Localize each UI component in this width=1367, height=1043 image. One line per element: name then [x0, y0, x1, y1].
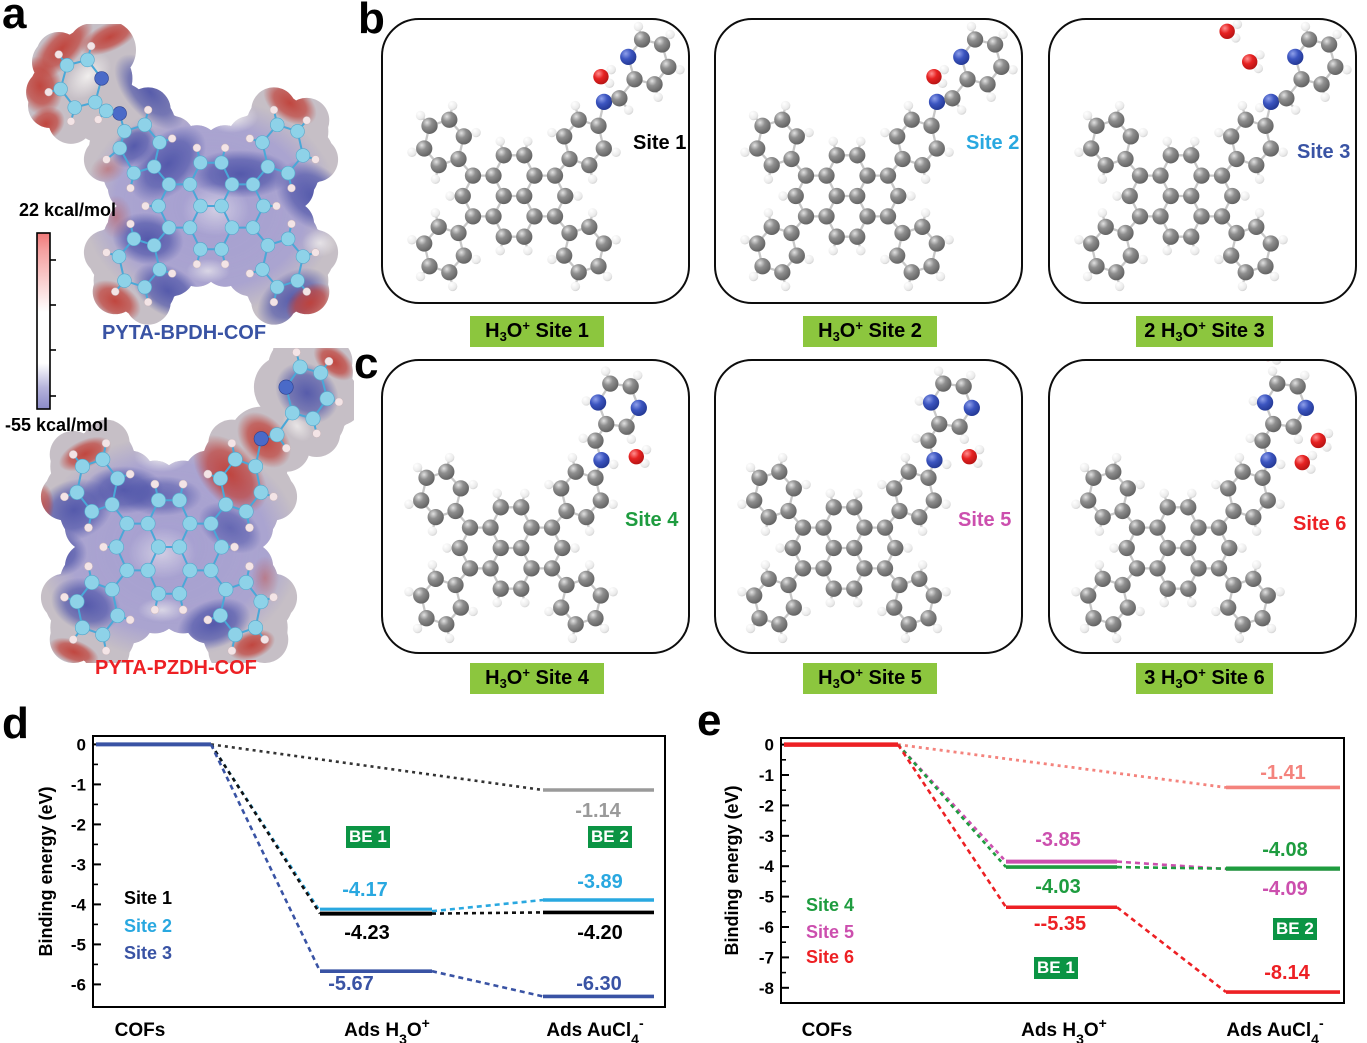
- svg-text:-6.30: -6.30: [576, 973, 622, 995]
- svg-text:-1: -1: [759, 766, 774, 785]
- svg-text:Site 6: Site 6: [806, 947, 854, 967]
- svg-text:Ads H3O+: Ads H3O+: [1021, 1015, 1107, 1043]
- svg-text:-8.14: -8.14: [1264, 962, 1310, 984]
- svg-text:0: 0: [765, 736, 774, 755]
- svg-text:Binding energy (eV): Binding energy (eV): [36, 786, 56, 956]
- svg-text:-4: -4: [759, 857, 775, 876]
- svg-text:Ads AuCl4-: Ads AuCl4-: [1226, 1015, 1324, 1043]
- svg-text:-5: -5: [759, 888, 774, 907]
- svg-text:-1.14: -1.14: [575, 800, 621, 822]
- svg-text:-4.17: -4.17: [342, 879, 388, 901]
- svg-text:-2: -2: [759, 796, 774, 815]
- svg-text:COFs: COFs: [115, 1020, 166, 1041]
- svg-text:Site 1: Site 1: [124, 888, 172, 908]
- svg-text:-2: -2: [71, 815, 86, 834]
- svg-text:-4.03: -4.03: [1035, 876, 1081, 898]
- svg-text:0: 0: [77, 735, 86, 754]
- svg-text:-6: -6: [71, 975, 86, 994]
- svg-text:-3.89: -3.89: [577, 871, 623, 893]
- svg-text:-4.08: -4.08: [1262, 839, 1308, 861]
- svg-text:-5: -5: [71, 935, 86, 954]
- svg-text:COFs: COFs: [802, 1020, 853, 1041]
- svg-text:--5.35: --5.35: [1034, 913, 1086, 935]
- svg-text:-4.09: -4.09: [1262, 878, 1308, 900]
- svg-text:-1: -1: [71, 775, 86, 794]
- svg-text:-7: -7: [759, 948, 774, 967]
- svg-text:Ads H3O+: Ads H3O+: [344, 1015, 430, 1043]
- svg-text:Ads AuCl4-: Ads AuCl4-: [546, 1015, 644, 1043]
- svg-text:Binding energy (eV): Binding energy (eV): [722, 785, 742, 955]
- svg-text:-3: -3: [71, 855, 86, 874]
- svg-text:Site 4: Site 4: [806, 895, 854, 915]
- svg-text:-3: -3: [759, 827, 774, 846]
- svg-text:-4.23: -4.23: [344, 922, 390, 944]
- svg-text:-4.20: -4.20: [577, 922, 623, 944]
- svg-text:Site 2: Site 2: [124, 916, 172, 936]
- svg-text:-4: -4: [71, 895, 87, 914]
- svg-text:-1.41: -1.41: [1260, 762, 1306, 784]
- svg-text:-5.67: -5.67: [328, 973, 374, 995]
- svg-text:-3.85: -3.85: [1035, 829, 1081, 851]
- svg-text:-6: -6: [759, 918, 774, 937]
- svg-text:-8: -8: [759, 979, 774, 998]
- svg-text:Site 5: Site 5: [806, 922, 854, 942]
- svg-text:Site 3: Site 3: [124, 943, 172, 963]
